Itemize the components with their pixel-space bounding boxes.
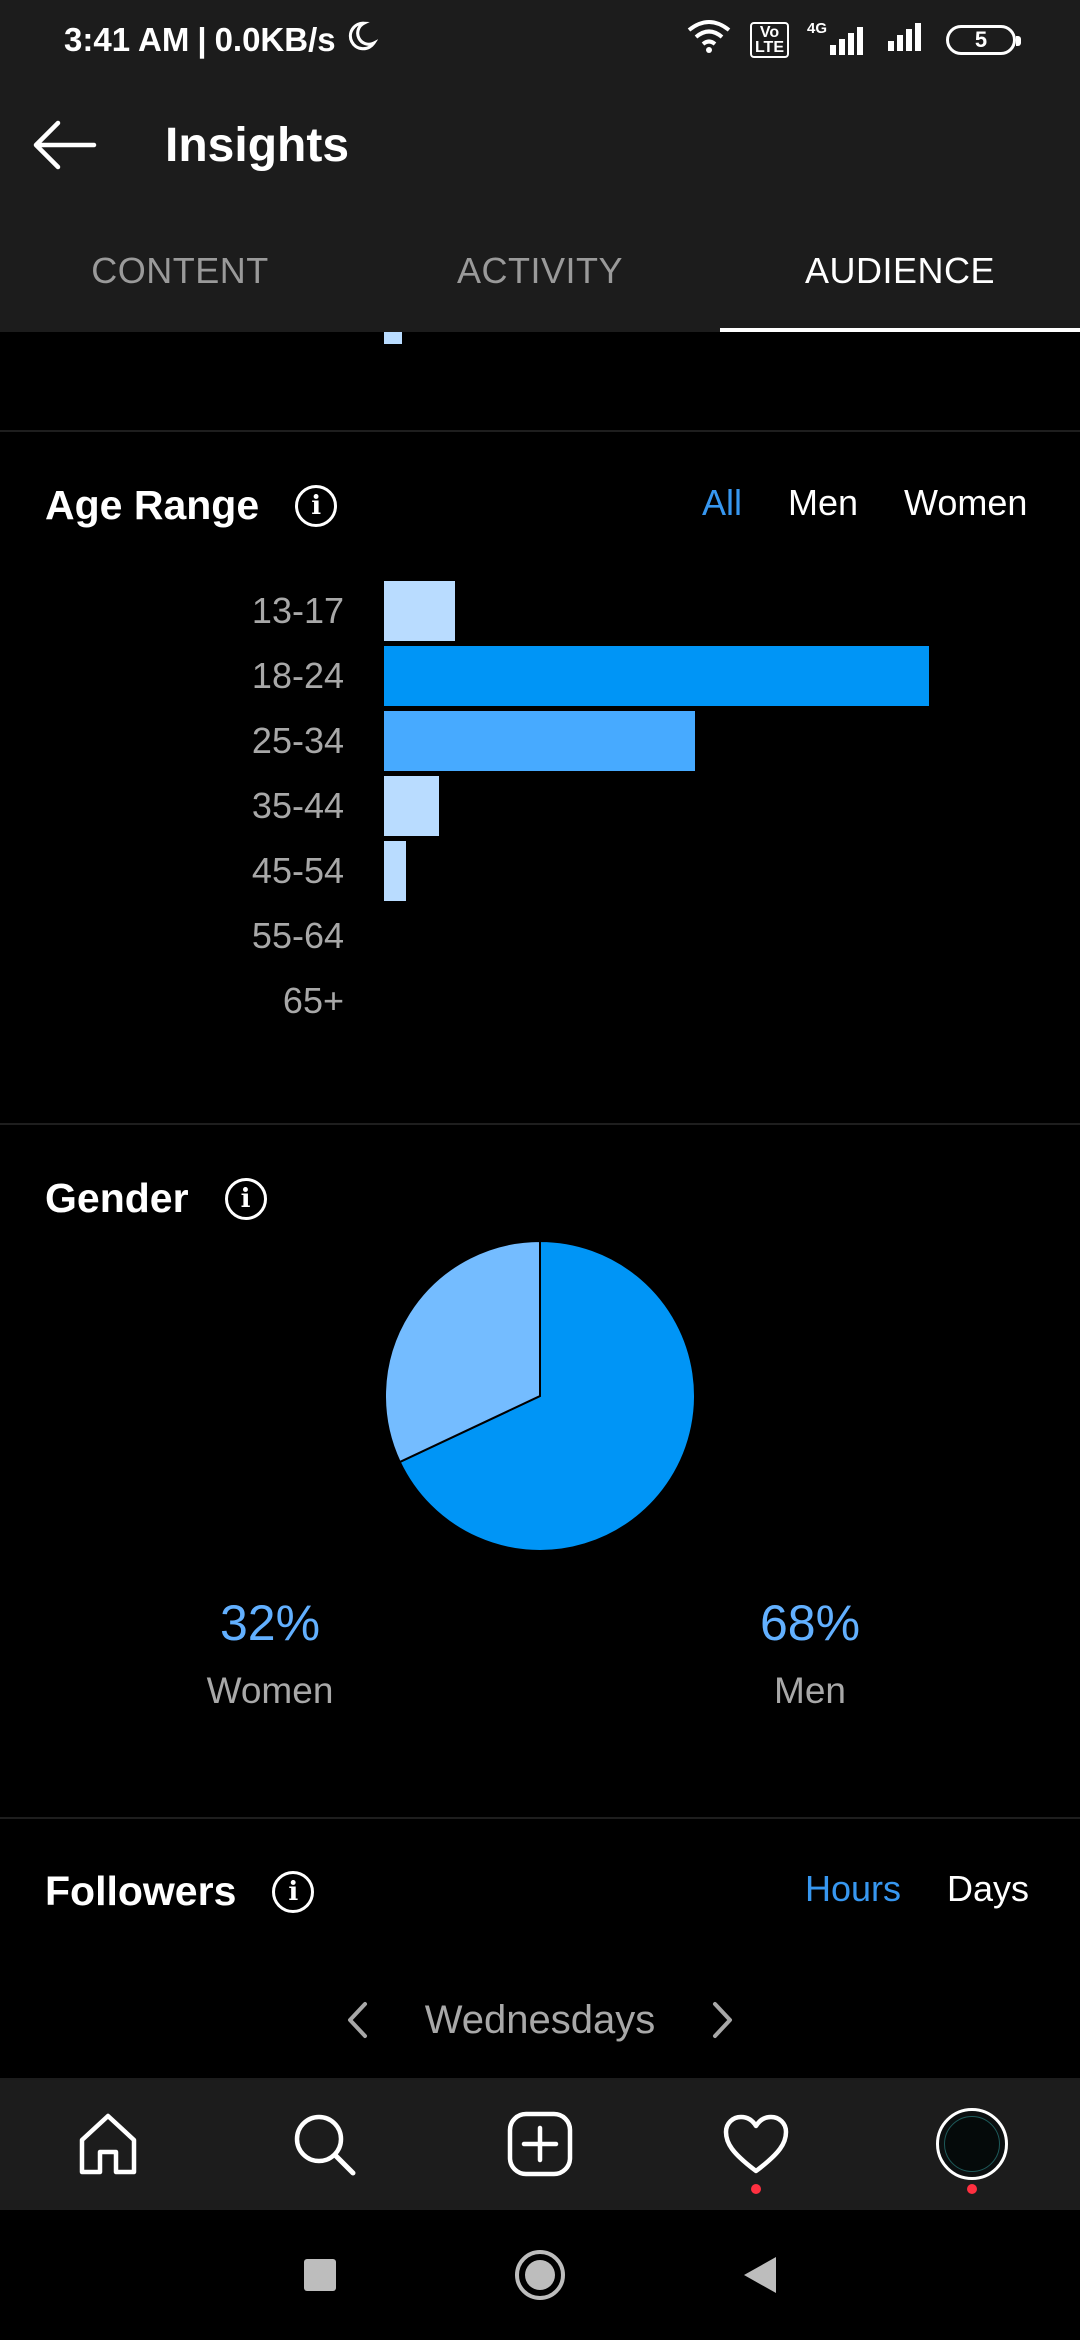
age-range-header: Age Range i xyxy=(45,482,338,529)
age-row: 13-17 xyxy=(0,581,1080,641)
age-range-title: Age Range xyxy=(45,482,260,528)
gender-title: Gender xyxy=(45,1175,189,1221)
previous-chart-bar xyxy=(384,332,402,344)
tab-activity[interactable]: ACTIVITY xyxy=(456,250,624,291)
men-percentage: 68% xyxy=(759,1595,861,1651)
page-title: Insights xyxy=(165,118,350,172)
volte-badge: Vo LTE xyxy=(749,22,789,58)
age-label: 13-17 xyxy=(251,590,344,631)
nav-activity[interactable] xyxy=(686,2078,826,2210)
activity-heart-icon xyxy=(723,2114,789,2174)
age-label: 55-64 xyxy=(251,915,344,956)
back-system-button[interactable] xyxy=(725,2240,795,2310)
followers-title: Followers xyxy=(45,1868,237,1914)
arrow-left-icon xyxy=(33,120,97,170)
section-divider xyxy=(0,430,1080,432)
info-icon[interactable]: i xyxy=(224,1177,267,1220)
new-post-icon xyxy=(507,2111,573,2177)
gender-pie-chart xyxy=(384,1240,696,1552)
filter-hours[interactable]: Hours xyxy=(805,1868,902,1909)
age-row: 65+ xyxy=(0,971,1080,1031)
nav-home[interactable] xyxy=(38,2078,178,2210)
age-row: 55-64 xyxy=(0,906,1080,966)
moon-icon xyxy=(344,19,378,61)
section-divider xyxy=(0,1817,1080,1819)
filter-days[interactable]: Days xyxy=(947,1868,1030,1909)
gender-men-stat: 68% Men xyxy=(680,1594,940,1712)
filter-women[interactable]: Women xyxy=(904,482,1028,523)
tab-content[interactable]: CONTENT xyxy=(91,250,269,291)
bottom-navigation xyxy=(0,2078,1080,2210)
pie-slice-men xyxy=(398,1240,696,1552)
pie-slice-women xyxy=(384,1240,541,1464)
wifi-icon xyxy=(686,18,732,62)
app-header: Insights xyxy=(0,80,1080,210)
section-divider xyxy=(0,1123,1080,1125)
age-bar xyxy=(384,581,455,641)
filter-all[interactable]: All xyxy=(702,482,743,523)
signal-icon xyxy=(888,21,928,59)
status-bar: 3:41 AM | 0.0KB/s Vo LTE 4G xyxy=(0,0,1080,80)
notification-dot xyxy=(967,2184,977,2194)
avatar xyxy=(936,2108,1008,2180)
age-row: 25-34 xyxy=(0,711,1080,771)
nav-profile[interactable] xyxy=(902,2078,1042,2210)
nav-new-post[interactable] xyxy=(470,2078,610,2210)
gender-women-stat: 32% Women xyxy=(140,1594,400,1712)
tab-audience[interactable]: AUDIENCE xyxy=(720,210,1080,332)
back-button[interactable] xyxy=(0,80,130,210)
triangle-back-icon xyxy=(744,2257,776,2293)
women-label: Women xyxy=(206,1670,334,1711)
age-row: 18-24 xyxy=(0,646,1080,706)
home-system-button[interactable] xyxy=(505,2240,575,2310)
tab-bar: CONTENT ACTIVITY AUDIENCE xyxy=(0,210,1080,332)
status-time: 3:41 AM xyxy=(64,21,190,58)
men-label: Men xyxy=(774,1670,846,1711)
age-bar xyxy=(384,711,695,771)
age-label: 35-44 xyxy=(251,785,344,826)
age-bar xyxy=(384,841,406,901)
day-label: Wednesdays xyxy=(424,1997,656,2042)
age-label: 18-24 xyxy=(251,655,344,696)
followers-header: Followers i xyxy=(45,1868,315,1915)
system-navigation xyxy=(0,2210,1080,2340)
age-row: 35-44 xyxy=(0,776,1080,836)
age-row: 45-54 xyxy=(0,841,1080,901)
home-icon xyxy=(79,2113,137,2175)
info-icon[interactable]: i xyxy=(295,484,338,527)
gender-header: Gender i xyxy=(45,1175,267,1222)
status-speed: 0.0KB/s xyxy=(214,21,336,58)
battery-icon: 5 xyxy=(946,25,1021,55)
info-icon[interactable]: i xyxy=(272,1870,315,1913)
signal-4g-icon: 4G xyxy=(807,20,870,55)
age-bar xyxy=(384,776,439,836)
recents-button[interactable] xyxy=(285,2240,355,2310)
filter-men[interactable]: Men xyxy=(788,482,859,523)
women-percentage: 32% xyxy=(219,1595,321,1651)
chevron-right-icon[interactable] xyxy=(703,2000,743,2040)
age-range-filters: All Men Women xyxy=(702,482,1027,524)
circle-icon xyxy=(515,2250,565,2300)
age-label: 65+ xyxy=(282,980,344,1021)
age-label: 25-34 xyxy=(251,720,344,761)
age-bar xyxy=(384,646,929,706)
search-icon xyxy=(294,2114,356,2176)
avatar-image xyxy=(944,2116,1000,2172)
followers-filters: Hours Days xyxy=(805,1868,1029,1910)
age-label: 45-54 xyxy=(251,850,344,891)
nav-search[interactable] xyxy=(254,2078,394,2210)
square-icon xyxy=(304,2259,336,2291)
chevron-left-icon[interactable] xyxy=(337,2000,377,2040)
day-navigator: Wednesdays xyxy=(0,1990,1080,2050)
notification-dot xyxy=(751,2184,761,2194)
